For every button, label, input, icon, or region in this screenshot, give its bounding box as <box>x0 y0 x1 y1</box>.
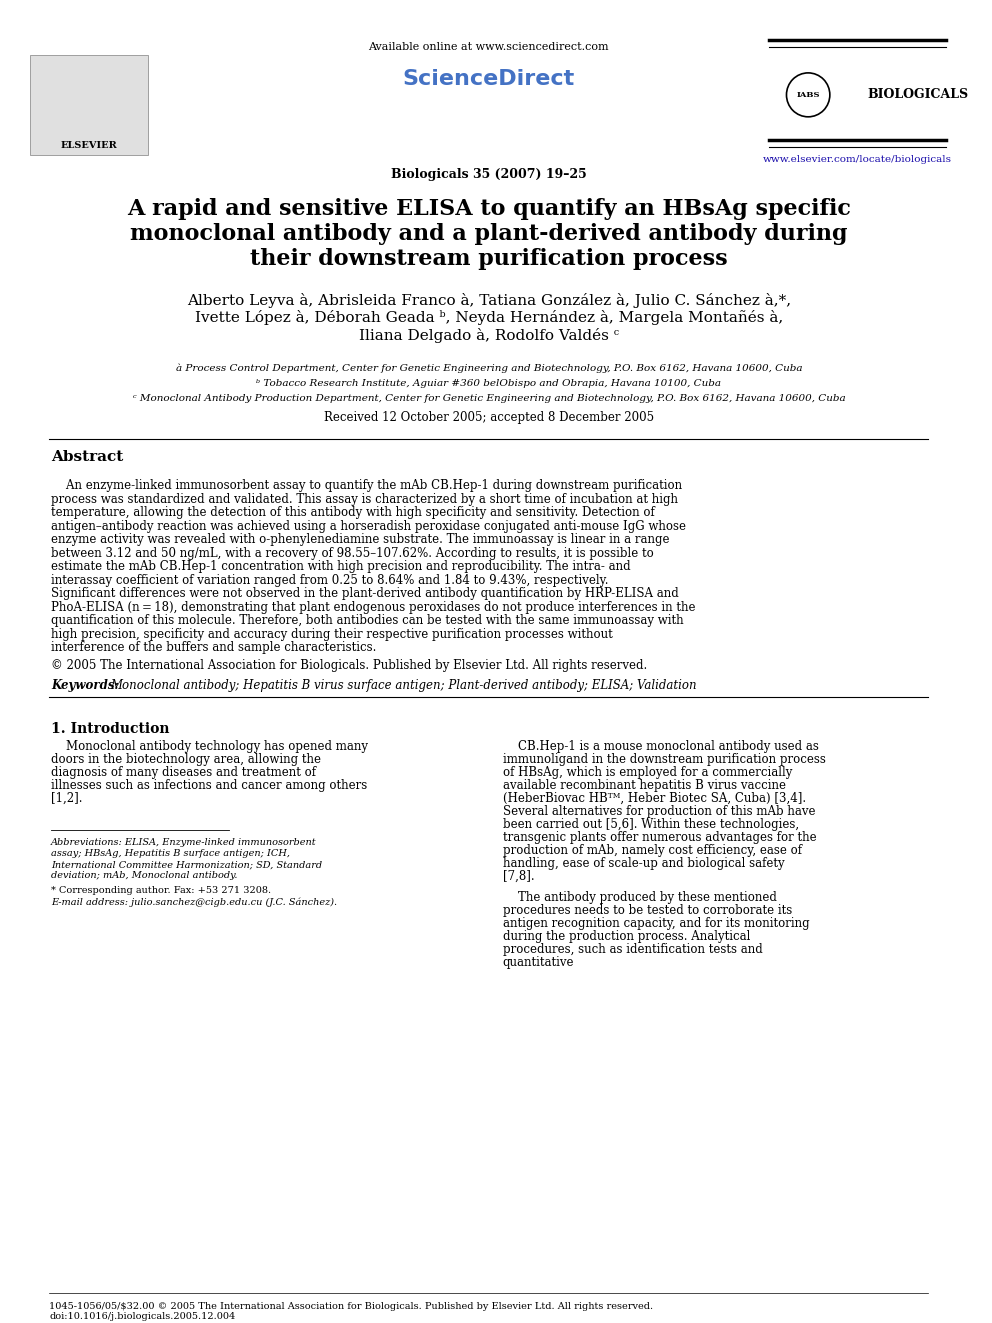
Text: Received 12 October 2005; accepted 8 December 2005: Received 12 October 2005; accepted 8 Dec… <box>323 411 654 425</box>
Text: Alberto Leyva à, Abrisleida Franco à, Tatiana González à, Julio C. Sánchez à,*,: Alberto Leyva à, Abrisleida Franco à, Ta… <box>186 292 791 307</box>
Text: Ivette López à, Déborah Geada ᵇ, Neyda Hernández à, Margela Montañés à,: Ivette López à, Déborah Geada ᵇ, Neyda H… <box>194 311 783 325</box>
Text: www.elsevier.com/locate/biologicals: www.elsevier.com/locate/biologicals <box>763 155 952 164</box>
Text: Keywords:: Keywords: <box>52 680 119 692</box>
Text: deviation; mAb, Monoclonal antibody.: deviation; mAb, Monoclonal antibody. <box>52 871 238 880</box>
Text: Iliana Delgado à, Rodolfo Valdés ᶜ: Iliana Delgado à, Rodolfo Valdés ᶜ <box>359 328 619 344</box>
Text: procedures, such as identification tests and: procedures, such as identification tests… <box>503 943 763 957</box>
Text: antigen–antibody reaction was achieved using a horseradish peroxidase conjugated: antigen–antibody reaction was achieved u… <box>52 520 686 533</box>
Text: Several alternatives for production of this mAb have: Several alternatives for production of t… <box>503 806 815 818</box>
Text: ELSEVIER: ELSEVIER <box>61 140 117 149</box>
Text: doi:10.1016/j.biologicals.2005.12.004: doi:10.1016/j.biologicals.2005.12.004 <box>50 1312 235 1320</box>
Text: A rapid and sensitive ELISA to quantify an HBsAg specific: A rapid and sensitive ELISA to quantify … <box>127 197 851 220</box>
Text: CB.Hep-1 is a mouse monoclonal antibody used as: CB.Hep-1 is a mouse monoclonal antibody … <box>503 741 818 753</box>
Text: à Process Control Department, Center for Genetic Engineering and Biotechnology, : à Process Control Department, Center for… <box>176 364 803 373</box>
Text: between 3.12 and 50 ng/mL, with a recovery of 98.55–107.62%. According to result: between 3.12 and 50 ng/mL, with a recove… <box>52 546 654 560</box>
Text: * Corresponding author. Fax: +53 271 3208.: * Corresponding author. Fax: +53 271 320… <box>52 886 272 896</box>
Text: process was standardized and validated. This assay is characterized by a short t: process was standardized and validated. … <box>52 492 679 505</box>
Text: ScienceDirect: ScienceDirect <box>403 69 575 89</box>
Text: International Committee Harmonization; SD, Standard: International Committee Harmonization; S… <box>52 860 322 869</box>
Text: [1,2].: [1,2]. <box>52 792 82 806</box>
Text: PhoA-ELISA (n = 18), demonstrating that plant endogenous peroxidases do not prod: PhoA-ELISA (n = 18), demonstrating that … <box>52 601 695 614</box>
Text: Significant differences were not observed in the plant-derived antibody quantifi: Significant differences were not observe… <box>52 587 679 601</box>
Text: interassay coefficient of variation ranged from 0.25 to 8.64% and 1.84 to 9.43%,: interassay coefficient of variation rang… <box>52 574 609 586</box>
Text: enzyme activity was revealed with o-phenylenediamine substrate. The immunoassay : enzyme activity was revealed with o-phen… <box>52 533 670 546</box>
Text: Monoclonal antibody technology has opened many: Monoclonal antibody technology has opene… <box>52 741 368 753</box>
Text: available recombinant hepatitis B virus vaccine: available recombinant hepatitis B virus … <box>503 779 786 792</box>
Text: E-mail address: julio.sanchez@cigb.edu.cu (J.C. Sánchez).: E-mail address: julio.sanchez@cigb.edu.c… <box>52 897 337 906</box>
Text: An enzyme-linked immunosorbent assay to quantify the mAb CB.Hep-1 during downstr: An enzyme-linked immunosorbent assay to … <box>52 479 682 492</box>
Text: illnesses such as infections and cancer among others: illnesses such as infections and cancer … <box>52 779 367 792</box>
Text: BIOLOGICALS: BIOLOGICALS <box>867 89 968 102</box>
Text: estimate the mAb CB.Hep-1 concentration with high precision and reproducibility.: estimate the mAb CB.Hep-1 concentration … <box>52 560 631 573</box>
Text: monoclonal antibody and a plant-derived antibody during: monoclonal antibody and a plant-derived … <box>130 222 847 245</box>
Text: transgenic plants offer numerous advantages for the: transgenic plants offer numerous advanta… <box>503 831 816 844</box>
Text: Biologicals 35 (2007) 19–25: Biologicals 35 (2007) 19–25 <box>391 168 586 181</box>
Text: ᵇ Tobacco Research Institute, Aguiar #360 belObispo and Obrapia, Havana 10100, C: ᵇ Tobacco Research Institute, Aguiar #36… <box>256 380 721 389</box>
Text: (HeberBiovac HBᵀᴹ, Heber Biotec SA, Cuba) [3,4].: (HeberBiovac HBᵀᴹ, Heber Biotec SA, Cuba… <box>503 792 806 806</box>
Text: production of mAb, namely cost efficiency, ease of: production of mAb, namely cost efficienc… <box>503 844 802 857</box>
Text: © 2005 The International Association for Biologicals. Published by Elsevier Ltd.: © 2005 The International Association for… <box>52 659 648 672</box>
Text: ᶜ Monoclonal Antibody Production Department, Center for Genetic Engineering and : ᶜ Monoclonal Antibody Production Departm… <box>133 394 845 404</box>
Text: Monoclonal antibody; Hepatitis B virus surface antigen; Plant-derived antibody; : Monoclonal antibody; Hepatitis B virus s… <box>110 680 697 692</box>
Text: their downstream purification process: their downstream purification process <box>250 247 728 270</box>
Text: assay; HBsAg, Hepatitis B surface antigen; ICH,: assay; HBsAg, Hepatitis B surface antige… <box>52 849 291 859</box>
Text: procedures needs to be tested to corroborate its: procedures needs to be tested to corrobo… <box>503 904 792 917</box>
Text: Abstract: Abstract <box>52 450 123 464</box>
Text: quantification of this molecule. Therefore, both antibodies can be tested with t: quantification of this molecule. Therefo… <box>52 614 683 627</box>
Text: immunoligand in the downstream purification process: immunoligand in the downstream purificat… <box>503 753 825 766</box>
FancyBboxPatch shape <box>30 56 148 155</box>
Text: high precision, specificity and accuracy during their respective purification pr: high precision, specificity and accuracy… <box>52 627 613 640</box>
Text: 1045-1056/05/$32.00 © 2005 The International Association for Biologicals. Publis: 1045-1056/05/$32.00 © 2005 The Internati… <box>50 1302 654 1311</box>
Text: doors in the biotechnology area, allowing the: doors in the biotechnology area, allowin… <box>52 753 321 766</box>
Text: antigen recognition capacity, and for its monitoring: antigen recognition capacity, and for it… <box>503 917 809 930</box>
Text: been carried out [5,6]. Within these technologies,: been carried out [5,6]. Within these tec… <box>503 818 799 831</box>
Text: 1. Introduction: 1. Introduction <box>52 722 170 737</box>
Text: of HBsAg, which is employed for a commercially: of HBsAg, which is employed for a commer… <box>503 766 792 779</box>
Text: [7,8].: [7,8]. <box>503 871 535 884</box>
Text: IABS: IABS <box>797 91 820 99</box>
Text: Available online at www.sciencedirect.com: Available online at www.sciencedirect.co… <box>368 42 609 52</box>
Text: quantitative: quantitative <box>503 957 574 968</box>
Text: The antibody produced by these mentioned: The antibody produced by these mentioned <box>503 892 777 904</box>
Text: interference of the buffers and sample characteristics.: interference of the buffers and sample c… <box>52 642 377 654</box>
Text: Abbreviations: ELISA, Enzyme-linked immunosorbent: Abbreviations: ELISA, Enzyme-linked immu… <box>52 839 316 847</box>
Text: temperature, allowing the detection of this antibody with high specificity and s: temperature, allowing the detection of t… <box>52 507 655 519</box>
Text: during the production process. Analytical: during the production process. Analytica… <box>503 930 750 943</box>
Text: handling, ease of scale-up and biological safety: handling, ease of scale-up and biologica… <box>503 857 785 871</box>
Text: diagnosis of many diseases and treatment of: diagnosis of many diseases and treatment… <box>52 766 316 779</box>
